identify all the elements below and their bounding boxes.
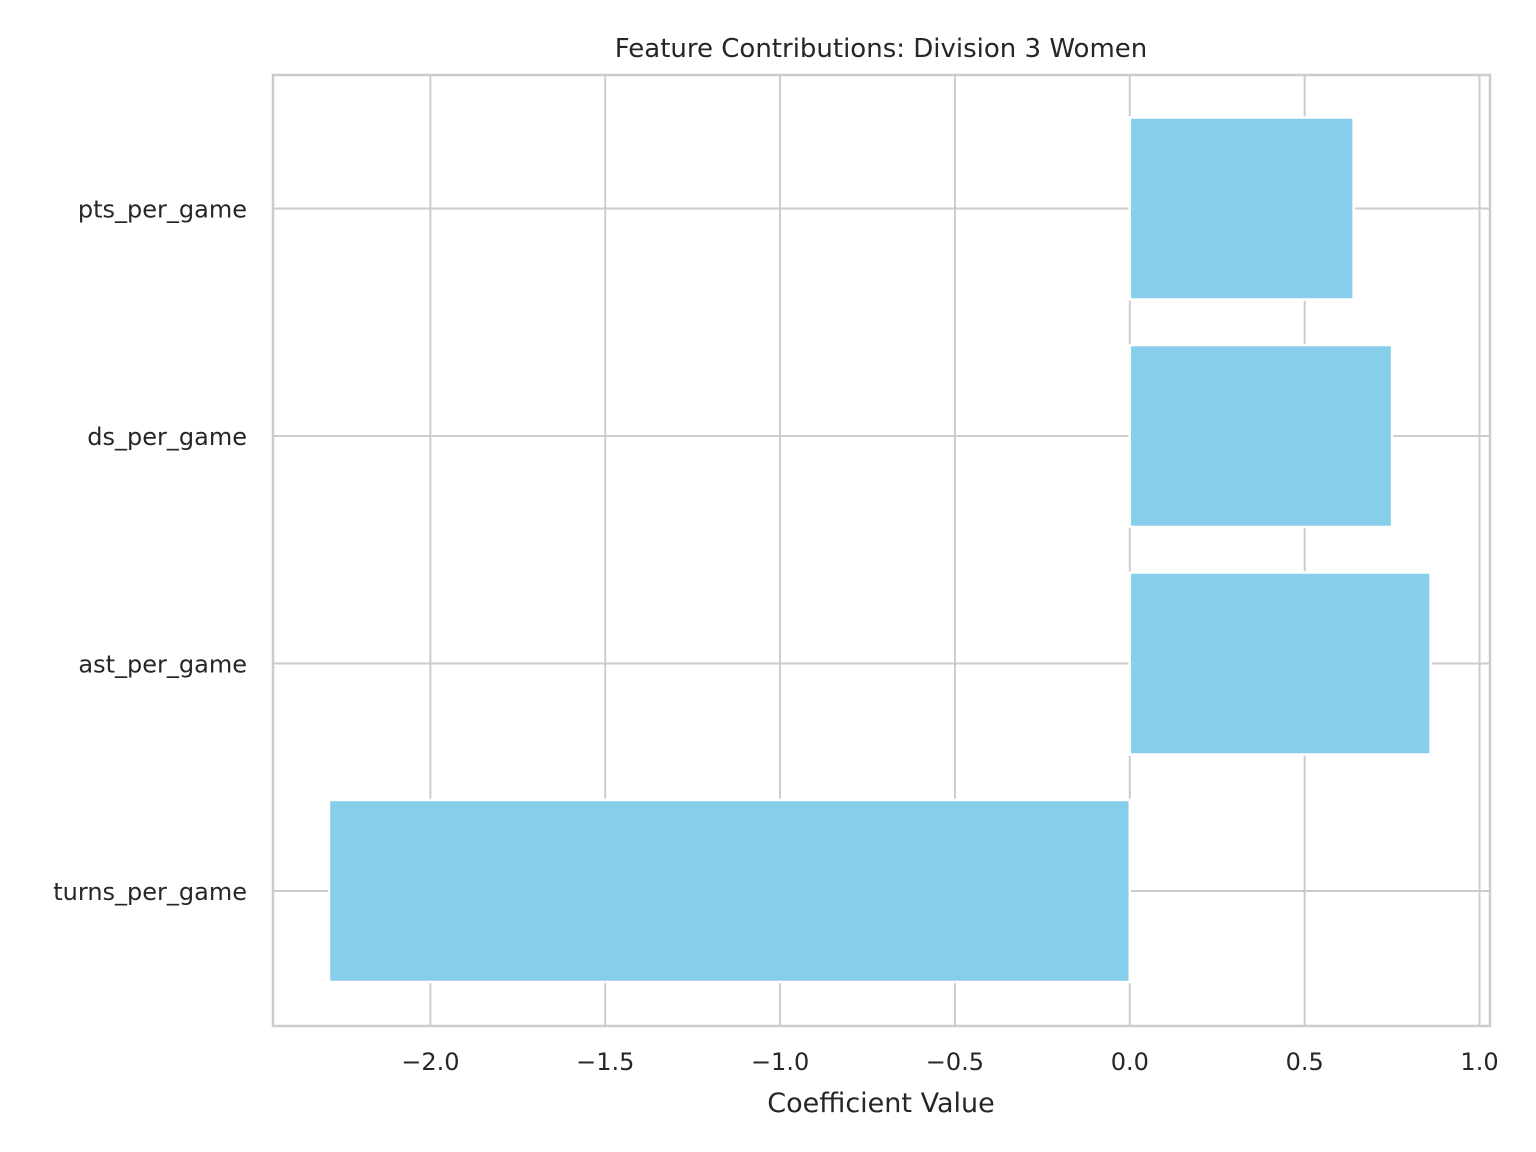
chart-title: Feature Contributions: Division 3 Women <box>615 34 1148 64</box>
x-tick-labels: −2.0 −1.5 −1.0 −0.5 0.0 0.5 1.0 <box>401 1048 1498 1076</box>
x-tick-label: 0.0 <box>1111 1048 1149 1076</box>
bar-turns-per-game <box>327 798 1132 984</box>
y-tick-labels: pts_per_game ds_per_game ast_per_gameturns… <box>53 196 247 907</box>
x-tick-label: 0.5 <box>1286 1048 1324 1076</box>
y-tick-label: turns_per_game <box>53 878 247 906</box>
plot-frame <box>271 73 1492 1028</box>
x-tick-label: 1.0 <box>1460 1048 1498 1076</box>
x-tick-label: −1.0 <box>751 1048 809 1076</box>
bar-ds-per-game <box>1128 343 1394 529</box>
y-tick-label: ast_per_game <box>78 651 247 679</box>
bar-pts-per-game <box>1128 116 1355 301</box>
bar-ast-per-game <box>1128 571 1432 756</box>
y-tick-label: pts_per_game <box>78 196 247 224</box>
x-tick-label: −1.5 <box>576 1048 634 1076</box>
x-axis-label: Coefficient Value <box>767 1088 994 1119</box>
y-tick-label: ds_per_game <box>87 423 247 451</box>
x-tick-label: −2.0 <box>401 1048 459 1076</box>
x-tick-label: −0.5 <box>926 1048 984 1076</box>
bars <box>327 116 1432 984</box>
